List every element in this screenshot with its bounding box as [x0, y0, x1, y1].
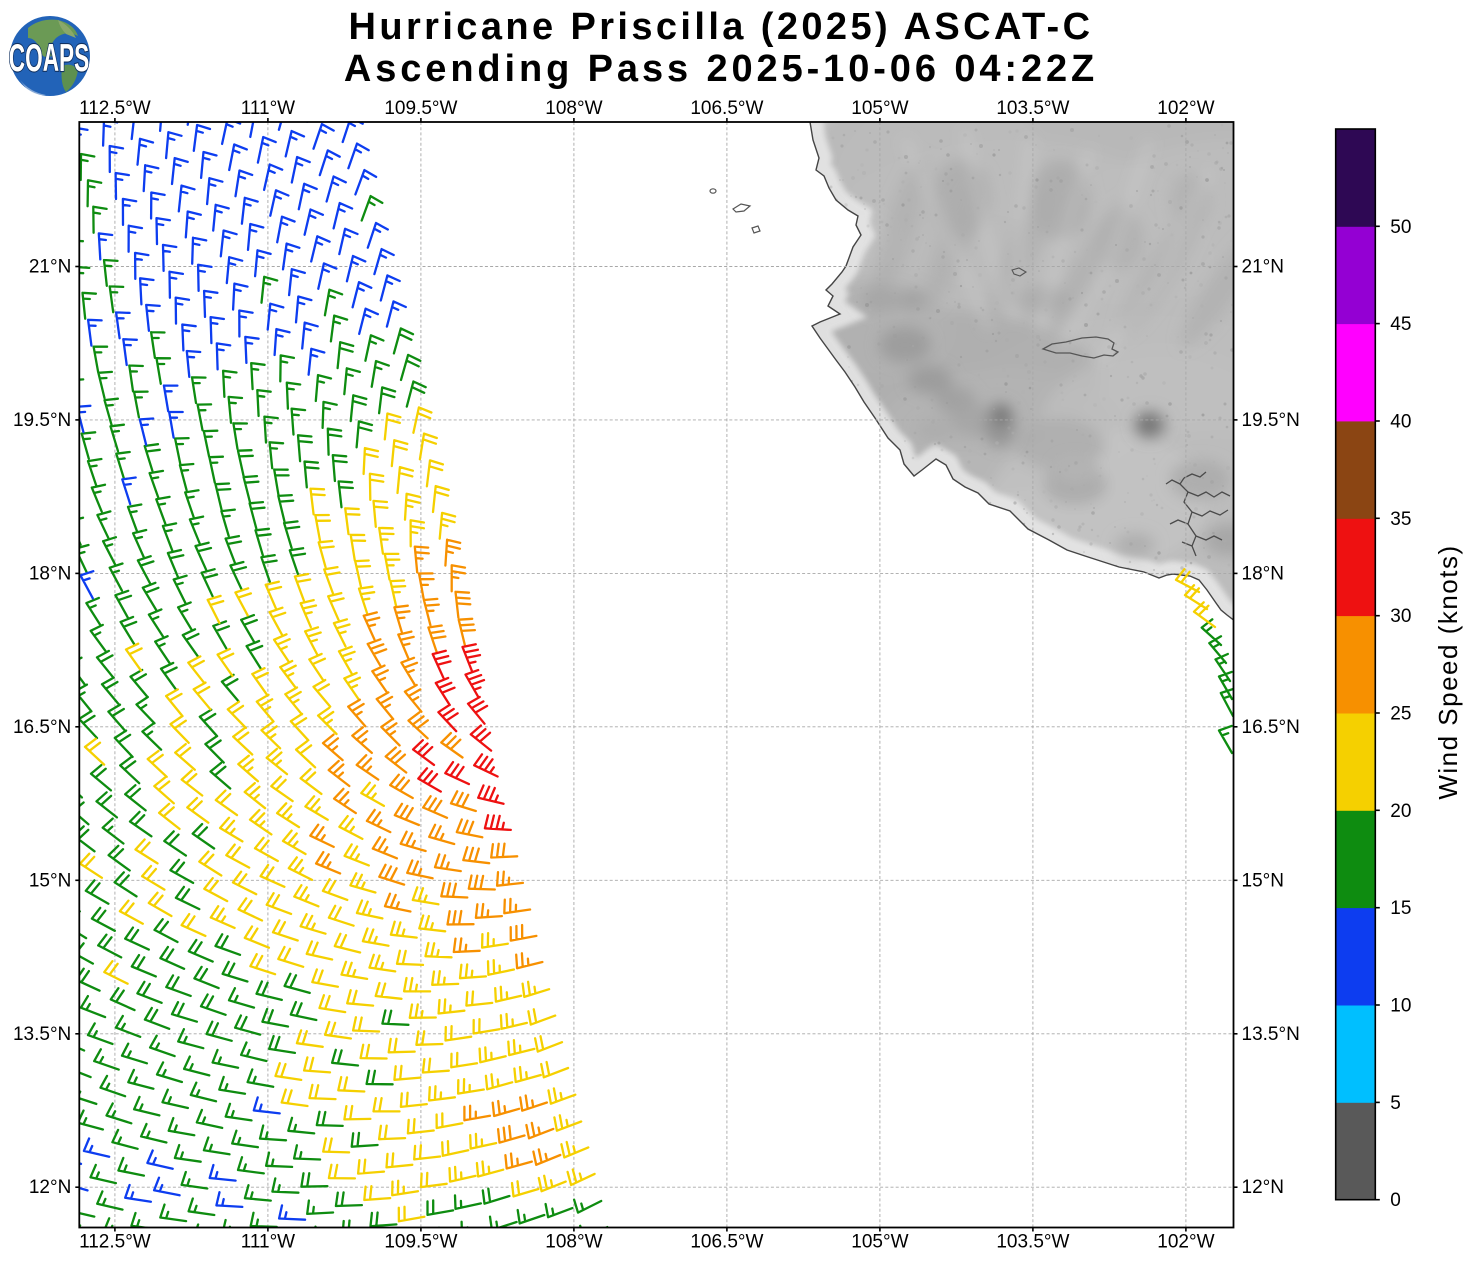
svg-text:111°W: 111°W	[241, 98, 295, 119]
svg-text:Ascending Pass 2025-10-06 04:2: Ascending Pass 2025-10-06 04:22Z	[344, 48, 1098, 90]
svg-text:108°W: 108°W	[545, 1232, 602, 1253]
svg-text:15°N: 15°N	[1242, 870, 1284, 891]
svg-text:102°W: 102°W	[1157, 98, 1214, 119]
svg-text:15: 15	[1390, 898, 1411, 919]
svg-text:103.5°W: 103.5°W	[996, 98, 1069, 119]
svg-text:19.5°N: 19.5°N	[13, 410, 71, 431]
svg-text:105°W: 105°W	[851, 98, 908, 119]
svg-text:Wind Speed (knots): Wind Speed (knots)	[1433, 544, 1463, 799]
svg-text:112.5°W: 112.5°W	[79, 98, 151, 119]
svg-text:18°N: 18°N	[1242, 563, 1284, 584]
svg-text:19.5°N: 19.5°N	[1242, 410, 1300, 431]
svg-text:12°N: 12°N	[29, 1177, 71, 1198]
svg-text:0: 0	[1390, 1190, 1401, 1211]
svg-text:105°W: 105°W	[851, 1232, 908, 1253]
svg-text:102°W: 102°W	[1157, 1232, 1214, 1253]
svg-text:35: 35	[1390, 509, 1411, 530]
svg-text:21°N: 21°N	[29, 257, 71, 278]
svg-text:20: 20	[1390, 801, 1411, 822]
svg-text:13.5°N: 13.5°N	[13, 1024, 71, 1045]
svg-text:13.5°N: 13.5°N	[1242, 1024, 1300, 1045]
svg-text:10: 10	[1390, 996, 1411, 1017]
svg-text:5: 5	[1390, 1093, 1401, 1114]
svg-text:40: 40	[1390, 412, 1411, 433]
svg-text:30: 30	[1390, 606, 1411, 627]
svg-text:16.5°N: 16.5°N	[1242, 717, 1300, 738]
svg-text:106.5°W: 106.5°W	[690, 98, 763, 119]
svg-text:109.5°W: 109.5°W	[384, 98, 457, 119]
svg-text:18°N: 18°N	[29, 563, 71, 584]
svg-text:21°N: 21°N	[1242, 257, 1284, 278]
svg-text:108°W: 108°W	[545, 98, 602, 119]
svg-text:106.5°W: 106.5°W	[690, 1232, 763, 1253]
svg-text:12°N: 12°N	[1242, 1177, 1284, 1198]
svg-text:109.5°W: 109.5°W	[384, 1232, 457, 1253]
svg-text:111°W: 111°W	[241, 1232, 295, 1253]
svg-text:45: 45	[1390, 314, 1411, 335]
svg-text:103.5°W: 103.5°W	[996, 1232, 1069, 1253]
svg-text:16.5°N: 16.5°N	[13, 717, 71, 738]
svg-text:COAPS: COAPS	[9, 36, 89, 80]
svg-text:15°N: 15°N	[29, 870, 71, 891]
svg-text:50: 50	[1390, 217, 1411, 238]
svg-text:Hurricane Priscilla (2025) ASC: Hurricane Priscilla (2025) ASCAT-C	[349, 6, 1094, 48]
svg-text:112.5°W: 112.5°W	[79, 1232, 151, 1253]
svg-text:25: 25	[1390, 704, 1411, 725]
